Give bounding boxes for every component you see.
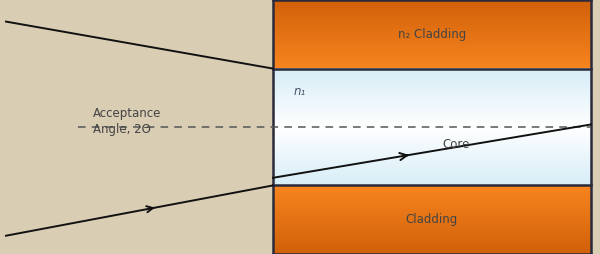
Text: Acceptance
Angle, 2Θ: Acceptance Angle, 2Θ xyxy=(93,107,161,136)
Text: Core: Core xyxy=(442,138,470,151)
Text: Cladding: Cladding xyxy=(406,213,458,226)
Text: n₂ Cladding: n₂ Cladding xyxy=(398,28,466,41)
Text: n₁: n₁ xyxy=(294,85,306,98)
